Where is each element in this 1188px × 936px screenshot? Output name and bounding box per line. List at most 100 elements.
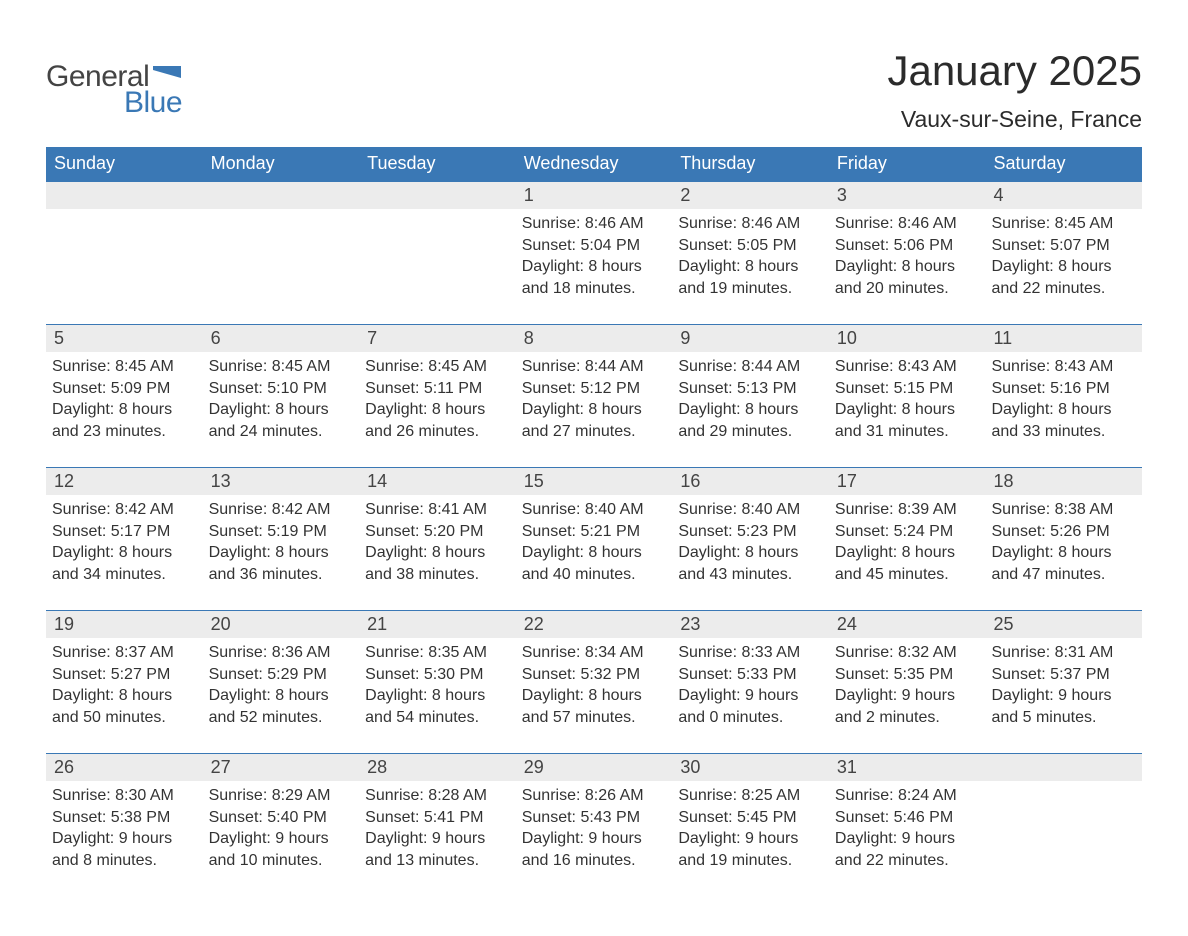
day-dl2: and 5 minutes. [991, 707, 1136, 729]
day-sunset: Sunset: 5:33 PM [678, 664, 823, 686]
day-dl1: Daylight: 9 hours [835, 828, 980, 850]
day-sunset: Sunset: 5:16 PM [991, 378, 1136, 400]
day-number: 17 [829, 468, 986, 495]
day-sunset: Sunset: 5:15 PM [835, 378, 980, 400]
day-number: 2 [672, 182, 829, 209]
day-sunrise: Sunrise: 8:45 AM [209, 356, 354, 378]
day-dl2: and 19 minutes. [678, 850, 823, 872]
day-sunrise: Sunrise: 8:46 AM [522, 213, 667, 235]
day-cell: 21 Sunrise: 8:35 AMSunset: 5:30 PMDayligh… [359, 611, 516, 753]
day-dl1: Daylight: 9 hours [209, 828, 354, 850]
day-number: 18 [985, 468, 1142, 495]
day-dl2: and 47 minutes. [991, 564, 1136, 586]
calendar-grid: Sunday Monday Tuesday Wednesday Thursday… [46, 147, 1142, 896]
day-cell: 6Sunrise: 8:45 AMSunset: 5:10 PMDaylight… [203, 325, 360, 467]
day-sunset: Sunset: 5:20 PM [365, 521, 510, 543]
day-dl1: Daylight: 8 hours [835, 256, 980, 278]
day-number: 29 [516, 754, 673, 781]
day-sunrise: Sunrise: 8:29 AM [209, 785, 354, 807]
day-cell: 16Sunrise: 8:40 AMSunset: 5:23 PMDayligh… [672, 468, 829, 610]
day-number: 21 [359, 611, 516, 638]
day-sunrise: Sunrise: 8:33 AM [678, 642, 823, 664]
day-sunset: Sunset: 5:45 PM [678, 807, 823, 829]
day-dl2: and 40 minutes. [522, 564, 667, 586]
day-dl1: Daylight: 8 hours [522, 542, 667, 564]
day-number: 12 [46, 468, 203, 495]
day-sunrise: Sunrise: 8:26 AM [522, 785, 667, 807]
day-number: 24 [829, 611, 986, 638]
day-cell: 3Sunrise: 8:46 AMSunset: 5:06 PMDaylight… [829, 182, 986, 324]
weekday-header: Friday [829, 147, 986, 181]
day-cell: 17 Sunrise: 8:39 AMSunset: 5:24 PMDayligh… [829, 468, 986, 610]
day-sunset: Sunset: 5:13 PM [678, 378, 823, 400]
day-cell: 8Sunrise: 8:44 AMSunset: 5:12 PMDaylight… [516, 325, 673, 467]
day-sunset: Sunset: 5:24 PM [835, 521, 980, 543]
day-dl1: Daylight: 8 hours [991, 399, 1136, 421]
day-dl1: Daylight: 9 hours [835, 685, 980, 707]
day-sunrise: Sunrise: 8:42 AM [52, 499, 197, 521]
day-dl2: and 22 minutes. [991, 278, 1136, 300]
day-sunrise: Sunrise: 8:46 AM [835, 213, 980, 235]
day-dl1: Daylight: 9 hours [522, 828, 667, 850]
day-dl1: Daylight: 8 hours [991, 256, 1136, 278]
week-row: 1Sunrise: 8:46 AMSunset: 5:04 PMDaylight… [46, 181, 1142, 324]
day-sunrise: Sunrise: 8:31 AM [991, 642, 1136, 664]
day-dl2: and 8 minutes. [52, 850, 197, 872]
calendar-page: General Blue January 2025 Vaux-sur-Seine… [0, 0, 1188, 936]
day-cell: 11Sunrise: 8:43 AMSunset: 5:16 PMDayligh… [985, 325, 1142, 467]
weekday-header: Thursday [672, 147, 829, 181]
day-sunrise: Sunrise: 8:36 AM [209, 642, 354, 664]
day-number: 5 [46, 325, 203, 352]
day-cell [203, 182, 360, 324]
day-dl1: Daylight: 8 hours [522, 685, 667, 707]
day-sunrise: Sunrise: 8:43 AM [991, 356, 1136, 378]
day-dl1: Daylight: 8 hours [678, 256, 823, 278]
day-number: 28 [359, 754, 516, 781]
day-dl1: Daylight: 8 hours [365, 685, 510, 707]
day-sunrise: Sunrise: 8:34 AM [522, 642, 667, 664]
day-dl1: Daylight: 8 hours [835, 542, 980, 564]
day-dl2: and 36 minutes. [209, 564, 354, 586]
day-dl2: and 52 minutes. [209, 707, 354, 729]
day-sunrise: Sunrise: 8:39 AM [835, 499, 980, 521]
day-dl1: Daylight: 8 hours [522, 256, 667, 278]
day-cell: 12 Sunrise: 8:42 AMSunset: 5:17 PMDayligh… [46, 468, 203, 610]
day-sunrise: Sunrise: 8:45 AM [991, 213, 1136, 235]
day-cell: 9Sunrise: 8:44 AMSunset: 5:13 PMDaylight… [672, 325, 829, 467]
weekday-header: Sunday [46, 147, 203, 181]
week-row: 26Sunrise: 8:30 AMSunset: 5:38 PMDayligh… [46, 753, 1142, 896]
day-sunset: Sunset: 5:30 PM [365, 664, 510, 686]
day-number: 23 [672, 611, 829, 638]
day-dl1: Daylight: 8 hours [365, 542, 510, 564]
day-sunrise: Sunrise: 8:46 AM [678, 213, 823, 235]
day-sunrise: Sunrise: 8:37 AM [52, 642, 197, 664]
day-cell: 20Sunrise: 8:36 AMSunset: 5:29 PMDayligh… [203, 611, 360, 753]
day-sunset: Sunset: 5:05 PM [678, 235, 823, 257]
day-sunrise: Sunrise: 8:40 AM [522, 499, 667, 521]
day-sunrise: Sunrise: 8:32 AM [835, 642, 980, 664]
day-number [203, 182, 360, 209]
day-cell: 29Sunrise: 8:26 AMSunset: 5:43 PMDayligh… [516, 754, 673, 896]
day-dl2: and 33 minutes. [991, 421, 1136, 443]
day-dl2: and 2 minutes. [835, 707, 980, 729]
day-sunset: Sunset: 5:23 PM [678, 521, 823, 543]
day-dl1: Daylight: 9 hours [52, 828, 197, 850]
day-dl2: and 43 minutes. [678, 564, 823, 586]
day-sunset: Sunset: 5:19 PM [209, 521, 354, 543]
day-dl2: and 38 minutes. [365, 564, 510, 586]
day-sunset: Sunset: 5:12 PM [522, 378, 667, 400]
day-number: 26 [46, 754, 203, 781]
day-sunrise: Sunrise: 8:35 AM [365, 642, 510, 664]
day-number: 16 [672, 468, 829, 495]
day-dl1: Daylight: 8 hours [835, 399, 980, 421]
day-dl1: Daylight: 8 hours [52, 542, 197, 564]
day-dl1: Daylight: 8 hours [678, 399, 823, 421]
day-dl1: Daylight: 9 hours [678, 828, 823, 850]
day-sunrise: Sunrise: 8:28 AM [365, 785, 510, 807]
day-sunset: Sunset: 5:17 PM [52, 521, 197, 543]
brand-logo: General Blue [46, 50, 182, 120]
day-cell [985, 754, 1142, 896]
day-dl2: and 22 minutes. [835, 850, 980, 872]
day-dl2: and 23 minutes. [52, 421, 197, 443]
day-dl2: and 20 minutes. [835, 278, 980, 300]
